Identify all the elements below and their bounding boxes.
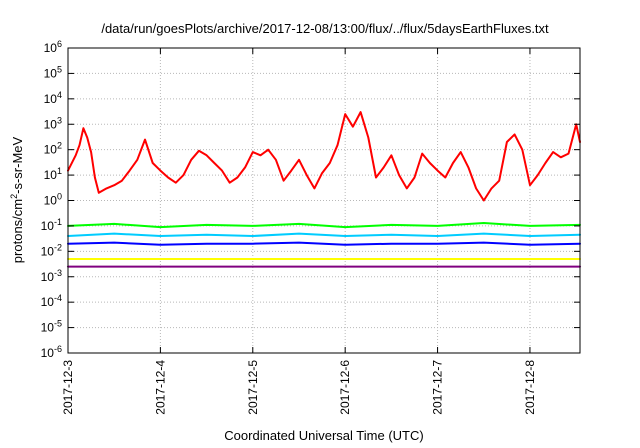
series-layer [67, 111, 581, 268]
x-tick-labels: 2017-12-3 2017-12-4 2017-12-5 2017-12-6 2017… [61, 360, 537, 415]
y-tick-label-exponent: -5 [54, 319, 62, 329]
y-tick-label: 104 [44, 90, 62, 106]
x-tick-label: 2017-12-4 [153, 360, 167, 415]
series-line-2 [67, 222, 581, 229]
y-tick-label-base: 10 [44, 66, 58, 80]
y-tick-label-base: 10 [41, 321, 55, 335]
y-tick-label-base: 10 [44, 143, 58, 157]
y-tick-label-exponent: 0 [57, 192, 62, 202]
y-tick-label-base: 10 [44, 92, 58, 106]
y-tick-label-exponent: -2 [54, 242, 62, 252]
y-tick-label-exponent: -6 [54, 344, 62, 354]
y-tick-label-base: 10 [44, 168, 58, 182]
series-line-3 [67, 232, 581, 237]
y-tick-labels: 10-610-510-410-310-210-11001011021031041… [41, 39, 62, 360]
y-tick-label-base: 10 [44, 117, 58, 131]
y-axis-label-main: protons/cm [10, 199, 25, 263]
y-tick-label-base: 10 [44, 41, 58, 55]
series-line-1 [67, 111, 581, 202]
y-tick-label: 10-5 [41, 319, 62, 335]
y-axis-label-superscript: 2 [9, 194, 19, 199]
y-tick-label: 106 [44, 39, 62, 55]
y-tick-label: 100 [44, 192, 62, 208]
x-tick-label: 2017-12-6 [338, 360, 352, 415]
x-axis-label: Coordinated Universal Time (UTC) [224, 428, 423, 443]
y-tick-label-exponent: 1 [57, 166, 62, 176]
y-tick-label-base: 10 [41, 295, 55, 309]
y-tick-label-exponent: 5 [57, 64, 62, 74]
y-axis-label-rest: -s-sr-MeV [10, 136, 25, 193]
chart-title: /data/run/goesPlots/archive/2017-12-08/1… [101, 21, 549, 36]
y-tick-label: 102 [44, 141, 62, 157]
x-tick-label: 2017-12-5 [246, 360, 260, 415]
y-tick-label-exponent: -3 [54, 268, 62, 278]
y-tick-label-exponent: 4 [57, 90, 62, 100]
x-tick-label: 2017-12-3 [61, 360, 75, 415]
y-axis-label: protons/cm2-s-sr-MeV [9, 136, 25, 263]
y-tick-label: 103 [44, 115, 62, 131]
y-tick-label-base: 10 [41, 270, 55, 284]
y-tick-label-exponent: 3 [57, 115, 62, 125]
y-tick-label: 10-6 [41, 344, 62, 360]
y-tick-label-exponent: -4 [54, 293, 62, 303]
tick-layer [67, 47, 580, 354]
y-tick-label: 105 [44, 64, 62, 80]
y-tick-label: 10-1 [41, 217, 62, 233]
y-tick-label-base: 10 [41, 219, 55, 233]
y-tick-label-base: 10 [41, 244, 55, 258]
y-tick-label-exponent: 6 [57, 39, 62, 49]
y-tick-label-exponent: 2 [57, 141, 62, 151]
x-tick-label: 2017-12-7 [431, 360, 445, 415]
y-tick-label-exponent: -1 [54, 217, 62, 227]
y-tick-label: 10-3 [41, 268, 62, 284]
y-tick-label: 10-2 [41, 242, 62, 258]
y-tick-label-base: 10 [44, 194, 58, 208]
series-line-4 [67, 241, 581, 246]
x-tick-label: 2017-12-8 [523, 360, 537, 415]
y-tick-label: 101 [44, 166, 62, 182]
y-tick-label: 10-4 [41, 293, 62, 309]
y-tick-label-base: 10 [41, 346, 55, 360]
grid-layer [67, 48, 580, 353]
